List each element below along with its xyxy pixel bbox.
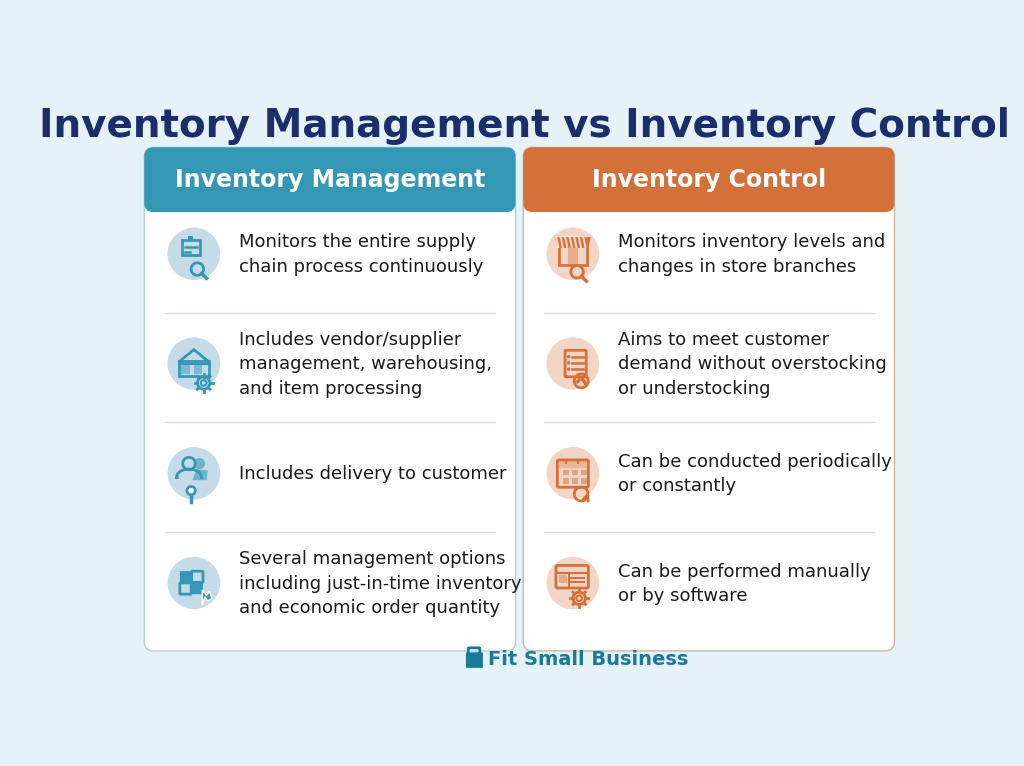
FancyBboxPatch shape xyxy=(191,583,203,594)
FancyBboxPatch shape xyxy=(181,364,189,374)
FancyBboxPatch shape xyxy=(582,470,588,476)
Text: Includes vendor/supplier
management, warehousing,
and item processing: Includes vendor/supplier management, war… xyxy=(239,331,492,398)
FancyBboxPatch shape xyxy=(559,461,587,468)
FancyBboxPatch shape xyxy=(559,574,566,583)
FancyBboxPatch shape xyxy=(523,147,895,651)
Circle shape xyxy=(168,337,220,390)
FancyBboxPatch shape xyxy=(563,470,569,476)
Circle shape xyxy=(168,557,220,609)
Bar xyxy=(532,180,885,203)
FancyBboxPatch shape xyxy=(194,364,203,374)
Circle shape xyxy=(188,488,194,493)
Text: Several management options
including just-in-time inventory
and economic order q: Several management options including jus… xyxy=(239,551,521,617)
Circle shape xyxy=(547,228,599,280)
Text: Can be conducted periodically
or constantly: Can be conducted periodically or constan… xyxy=(617,453,892,495)
Circle shape xyxy=(194,458,205,469)
FancyBboxPatch shape xyxy=(187,236,194,240)
Text: Monitors the entire supply
chain process continuously: Monitors the entire supply chain process… xyxy=(239,234,483,276)
FancyBboxPatch shape xyxy=(144,147,515,212)
Text: Can be performed manually
or by software: Can be performed manually or by software xyxy=(617,562,870,605)
Circle shape xyxy=(547,337,599,390)
FancyBboxPatch shape xyxy=(572,470,579,476)
Bar xyxy=(154,180,506,203)
FancyBboxPatch shape xyxy=(180,571,191,582)
FancyBboxPatch shape xyxy=(466,653,483,668)
FancyBboxPatch shape xyxy=(568,248,578,264)
Text: Monitors inventory levels and
changes in store branches: Monitors inventory levels and changes in… xyxy=(617,234,885,276)
Polygon shape xyxy=(193,469,208,480)
Circle shape xyxy=(185,485,197,496)
FancyBboxPatch shape xyxy=(563,478,569,483)
Polygon shape xyxy=(555,237,591,247)
Circle shape xyxy=(567,361,570,365)
FancyBboxPatch shape xyxy=(578,460,580,463)
Text: Inventory Control: Inventory Control xyxy=(592,168,826,192)
Circle shape xyxy=(168,228,220,280)
FancyBboxPatch shape xyxy=(144,147,515,651)
FancyBboxPatch shape xyxy=(572,478,579,483)
FancyBboxPatch shape xyxy=(565,460,567,463)
Text: Fit Small Business: Fit Small Business xyxy=(488,650,689,669)
Text: Aims to meet customer
demand without overstocking
or understocking: Aims to meet customer demand without ove… xyxy=(617,331,887,398)
Circle shape xyxy=(547,447,599,499)
FancyBboxPatch shape xyxy=(523,147,895,212)
Circle shape xyxy=(567,368,570,371)
Circle shape xyxy=(168,447,220,499)
Text: Includes delivery to customer: Includes delivery to customer xyxy=(239,465,506,483)
Circle shape xyxy=(567,355,570,358)
Text: Inventory Management vs Inventory Control: Inventory Management vs Inventory Contro… xyxy=(39,106,1011,145)
FancyBboxPatch shape xyxy=(582,478,588,483)
Polygon shape xyxy=(203,590,212,605)
Circle shape xyxy=(547,557,599,609)
Text: Inventory Management: Inventory Management xyxy=(175,168,485,192)
